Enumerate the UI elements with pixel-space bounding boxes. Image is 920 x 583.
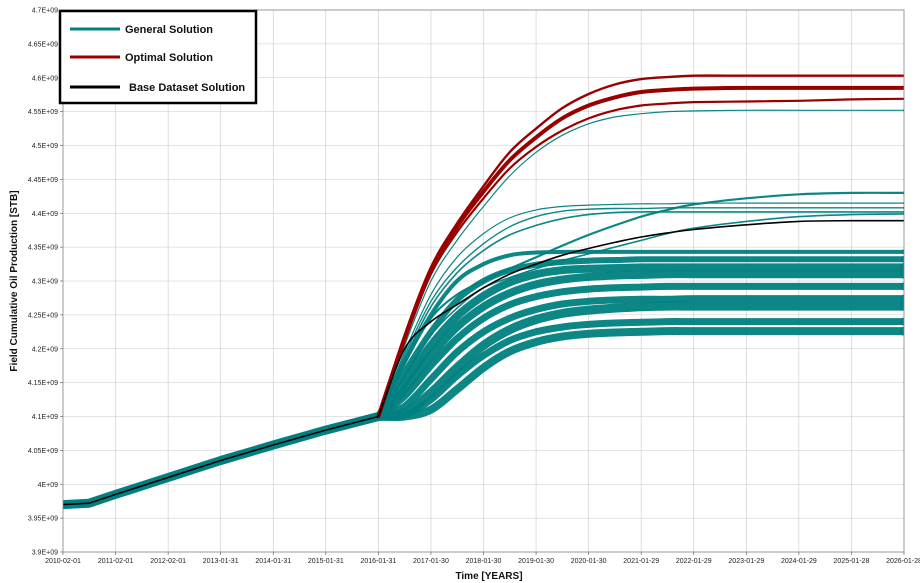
x-tick-label: 2010-02-01	[45, 558, 81, 565]
x-tick-label: 2019-01-30	[518, 558, 554, 565]
series-layer	[63, 74, 904, 510]
general-solution-endpoint	[901, 249, 904, 255]
y-tick-label: 4E+09	[38, 482, 59, 489]
x-axis-title: Time [YEARS]	[455, 571, 522, 582]
grid-layer	[62, 9, 905, 553]
x-tick-label: 2025-01-28	[834, 558, 870, 565]
legend: General Solution Optimal Solution Base D…	[58, 9, 258, 105]
y-tick-label: 4.55E+09	[28, 109, 58, 116]
y-tick-label: 4.15E+09	[28, 380, 58, 387]
y-tick-label: 3.95E+09	[28, 516, 58, 523]
y-tick-label: 4.2E+09	[32, 346, 58, 353]
y-tick-label: 4.45E+09	[28, 177, 58, 184]
general-solution-endpoint	[900, 317, 904, 326]
x-tick-label: 2026-01-28	[886, 558, 920, 565]
general-solution-endpoint	[899, 269, 904, 279]
general-solution-line	[374, 295, 904, 420]
optimal-solution-line	[377, 97, 904, 418]
legend-label-base: Base Dataset Solution	[129, 82, 245, 94]
y-tick-label: 4.65E+09	[28, 41, 58, 48]
general-solution-endpoint	[899, 262, 904, 272]
general-solution-line	[373, 301, 904, 421]
axis-layer: 3.9E+09 3.95E+09 4E+09 4.05E+09 4.1E+09 4.15E…	[28, 8, 920, 566]
y-axis-title: Field Cumulative Oil Production [STB]	[9, 190, 20, 371]
general-solution-line	[374, 318, 904, 421]
y-tick-label: 4.7E+09	[32, 8, 58, 15]
general-solution-line	[375, 256, 904, 420]
x-tick-label: 2020-01-30	[571, 558, 607, 565]
y-tick-label: 4.5E+09	[32, 143, 58, 150]
general-solution-endpoint	[900, 294, 904, 303]
general-solution-line	[377, 202, 904, 418]
general-solution-endpoint	[899, 326, 904, 336]
x-tick-label: 2015-01-31	[308, 558, 344, 565]
general-solution-line	[377, 109, 904, 418]
y-tick-label: 3.9E+09	[32, 550, 58, 557]
y-tick-label: 4.4E+09	[32, 211, 58, 218]
x-tick-label: 2021-01-29	[623, 558, 659, 565]
general-solution-line	[374, 327, 904, 421]
general-solution-line	[377, 191, 904, 418]
general-solution-endpoint	[899, 301, 904, 311]
x-tick-label: 2012-02-01	[150, 558, 186, 565]
x-tick-label: 2024-01-29	[781, 558, 817, 565]
y-tick-label: 4.25E+09	[28, 312, 58, 319]
y-tick-label: 4.1E+09	[32, 414, 58, 421]
base-solution-history-line	[63, 415, 379, 506]
optimal-solution-line	[376, 85, 904, 419]
x-tick-label: 2023-01-29	[728, 558, 764, 565]
x-tick-label: 2016-01-31	[360, 558, 396, 565]
x-tick-label: 2018-01-30	[466, 558, 502, 565]
x-tick-label: 2011-02-01	[98, 558, 133, 565]
x-tick-label: 2013-01-31	[203, 558, 239, 565]
legend-label-general: General Solution	[125, 24, 213, 36]
x-tick-label: 2022-01-29	[676, 558, 712, 565]
x-tick-label: 2017-01-30	[413, 558, 449, 565]
general-solution-line	[377, 207, 904, 418]
y-tick-label: 4.3E+09	[32, 279, 58, 286]
general-solution-line	[374, 270, 904, 421]
y-tick-label: 4.6E+09	[32, 75, 58, 82]
general-solution-line	[374, 282, 904, 420]
legend-label-optimal: Optimal Solution	[125, 52, 213, 64]
y-tick-label: 4.35E+09	[28, 245, 58, 252]
base-solution-line	[377, 219, 904, 417]
general-solution-endpoint	[900, 282, 904, 291]
general-solution-line	[376, 249, 904, 419]
y-tick-label: 4.05E+09	[28, 448, 58, 455]
general-solution-endpoint	[900, 255, 904, 263]
x-tick-label: 2014-01-31	[255, 558, 291, 565]
general-solution-line	[377, 211, 904, 418]
general-solution-line	[374, 263, 904, 421]
